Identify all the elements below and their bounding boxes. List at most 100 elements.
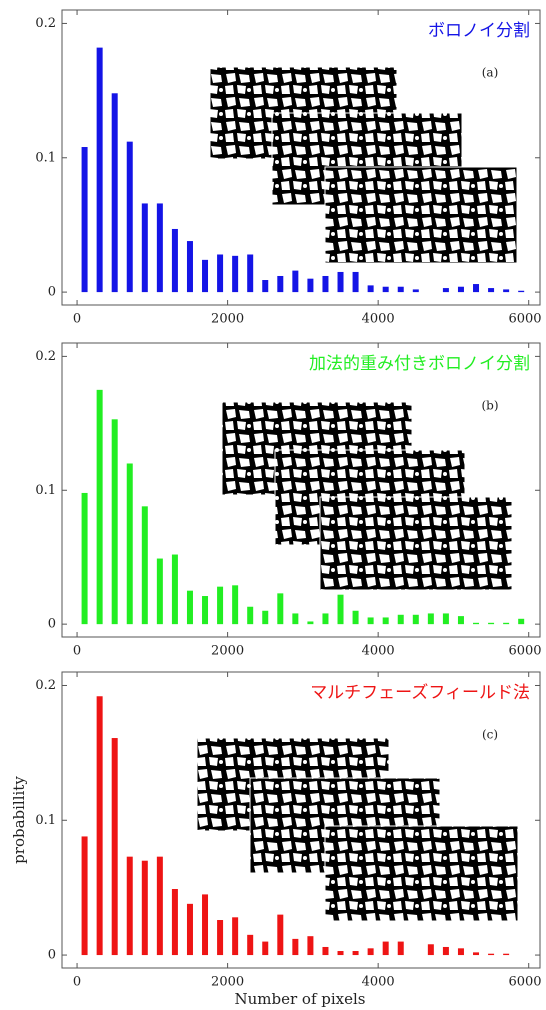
x-tick-label: 4000: [362, 975, 395, 990]
bar: [127, 857, 133, 955]
bar: [112, 738, 118, 955]
bar: [322, 613, 328, 624]
bar: [473, 284, 479, 292]
bar: [443, 288, 449, 292]
bar: [247, 935, 253, 955]
bar: [443, 613, 449, 624]
bar: [307, 936, 313, 955]
bar: [473, 623, 479, 624]
bar: [172, 555, 178, 625]
x-tick-label: 4000: [362, 644, 395, 659]
bar: [338, 951, 344, 955]
bar: [443, 947, 449, 955]
bar: [202, 260, 208, 292]
bar: [353, 272, 359, 292]
bar: [398, 942, 404, 955]
bar: [488, 288, 494, 292]
bar: [97, 390, 103, 624]
figure: 00.10.20200040006000ボロノイ分割(a)00.10.20200…: [0, 0, 546, 1010]
bar: [172, 889, 178, 955]
bar: [473, 952, 479, 955]
panel-label: (b): [481, 399, 498, 413]
x-tick-label: 2000: [211, 312, 244, 327]
bar: [157, 857, 163, 955]
bar: [458, 616, 464, 624]
bar: [232, 585, 238, 624]
bar: [262, 611, 268, 624]
y-tick-label: 0.2: [35, 16, 56, 31]
bar: [488, 954, 494, 955]
bar: [518, 291, 524, 292]
bar: [398, 615, 404, 624]
bar: [112, 419, 118, 624]
bar: [368, 285, 374, 292]
x-tick-label: 0: [73, 644, 81, 659]
bar: [82, 493, 88, 624]
inset-image: [325, 826, 518, 921]
bar: [82, 147, 88, 292]
y-tick-label: 0: [48, 285, 56, 300]
bar: [413, 289, 419, 292]
bar: [322, 276, 328, 292]
y-tick-label: 0: [48, 948, 56, 963]
bar: [277, 276, 283, 292]
bar: [142, 861, 148, 955]
bar: [127, 142, 133, 292]
bar: [353, 611, 359, 624]
bar: [383, 942, 389, 955]
inset-image: [320, 497, 512, 590]
bar: [488, 623, 494, 624]
bar: [187, 241, 193, 292]
bar: [172, 229, 178, 292]
bar: [383, 617, 389, 624]
bar: [322, 947, 328, 955]
bar: [307, 621, 313, 624]
bar: [262, 942, 268, 955]
bar: [217, 920, 223, 955]
bar: [232, 917, 238, 955]
bar: [458, 948, 464, 955]
bar: [112, 93, 118, 292]
bar: [127, 463, 133, 624]
x-tick-label: 0: [73, 975, 81, 990]
bar: [82, 836, 88, 955]
bar: [413, 615, 419, 624]
bar: [428, 613, 434, 624]
bar: [277, 915, 283, 955]
insets: [197, 67, 518, 921]
y-axis-label: probabillity: [10, 776, 28, 864]
bar: [232, 256, 238, 292]
bar: [383, 287, 389, 292]
bar: [503, 954, 509, 955]
panel-label: (a): [482, 66, 499, 80]
bar: [518, 619, 524, 624]
bar: [217, 254, 223, 292]
bar: [307, 279, 313, 292]
y-tick-label: 0.2: [35, 678, 56, 693]
bar: [142, 506, 148, 624]
x-tick-label: 4000: [362, 312, 395, 327]
panel-label: (c): [482, 728, 498, 742]
bar: [97, 696, 103, 955]
bar: [338, 272, 344, 292]
bar: [428, 944, 434, 955]
bar: [338, 595, 344, 624]
panel-title: ボロノイ分割: [428, 21, 530, 41]
panel-title: マルチフェーズフィールド法: [310, 683, 530, 703]
bar: [157, 559, 163, 625]
bar: [97, 48, 103, 292]
bar: [247, 607, 253, 624]
x-tick-label: 6000: [508, 975, 541, 990]
bar: [458, 287, 464, 292]
bar: [262, 280, 268, 292]
bar: [187, 904, 193, 955]
y-tick-label: 0.1: [35, 483, 56, 498]
bar: [142, 203, 148, 292]
bar: [503, 289, 509, 292]
x-tick-label: 0: [73, 312, 81, 327]
x-axis-label: Number of pixels: [234, 990, 365, 1008]
bar: [398, 287, 404, 292]
bar: [292, 613, 298, 624]
x-tick-label: 2000: [211, 644, 244, 659]
bar: [202, 894, 208, 955]
